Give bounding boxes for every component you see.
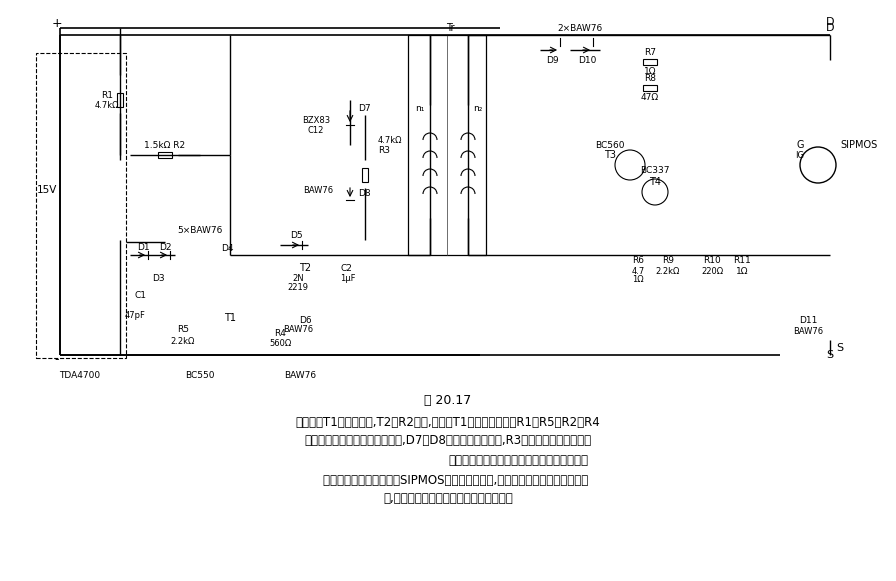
Text: C1: C1 xyxy=(134,290,146,299)
Text: 2×BAW76: 2×BAW76 xyxy=(557,23,603,33)
Text: BAW76: BAW76 xyxy=(793,328,823,336)
Text: S: S xyxy=(837,343,843,353)
Text: T1: T1 xyxy=(224,313,236,323)
Text: 该电路的特点是适于多个SIPMOS晶体管同时控制,此时变压器次级绕组可以有多: 该电路的特点是适于多个SIPMOS晶体管同时控制,此时变压器次级绕组可以有多 xyxy=(308,474,588,486)
Text: BC337: BC337 xyxy=(641,166,669,174)
Bar xyxy=(117,93,123,107)
Text: 1Ω: 1Ω xyxy=(633,274,644,284)
Text: R11: R11 xyxy=(733,256,751,264)
Text: R9: R9 xyxy=(662,256,674,264)
Text: TDA4700: TDA4700 xyxy=(59,371,100,379)
Text: D: D xyxy=(826,17,834,27)
Text: 560Ω: 560Ω xyxy=(269,339,291,347)
Text: 1μF: 1μF xyxy=(340,274,356,282)
Text: D11: D11 xyxy=(799,315,817,325)
Bar xyxy=(643,59,657,65)
Text: D8: D8 xyxy=(358,188,371,198)
Text: C12: C12 xyxy=(308,125,324,134)
Text: D4: D4 xyxy=(220,243,233,253)
Text: IG: IG xyxy=(796,150,805,160)
Text: C2: C2 xyxy=(340,264,352,272)
Text: BC550: BC550 xyxy=(185,371,215,379)
Text: n₁: n₁ xyxy=(416,103,425,113)
Text: 2.2kΩ: 2.2kΩ xyxy=(656,267,680,275)
Text: 2.2kΩ: 2.2kΩ xyxy=(171,336,195,346)
Text: 4.7kΩ: 4.7kΩ xyxy=(95,101,119,109)
Text: D1: D1 xyxy=(137,242,150,252)
Text: R4: R4 xyxy=(274,328,286,338)
Text: R10: R10 xyxy=(703,256,721,264)
Text: 1Ω: 1Ω xyxy=(736,267,748,275)
Text: R7: R7 xyxy=(644,48,656,56)
Text: R3: R3 xyxy=(378,145,390,155)
Text: BAW76: BAW76 xyxy=(283,325,313,335)
Bar xyxy=(408,35,486,255)
Text: 图 20.17: 图 20.17 xyxy=(425,393,471,407)
Text: BAW76: BAW76 xyxy=(284,371,316,379)
Text: BAW76: BAW76 xyxy=(303,185,333,195)
Text: G: G xyxy=(797,140,804,150)
Text: 1Ω: 1Ω xyxy=(643,66,656,76)
Text: 2219: 2219 xyxy=(288,282,308,292)
Text: T2: T2 xyxy=(299,263,311,273)
Text: D7: D7 xyxy=(358,103,371,113)
Text: 220Ω: 220Ω xyxy=(701,267,723,275)
Text: 4.7: 4.7 xyxy=(632,267,644,275)
Text: D10: D10 xyxy=(578,56,596,64)
Text: 4.7kΩ: 4.7kΩ xyxy=(378,135,402,145)
Text: 个,每个次级绕组都要有自己的放电回路。: 个,每个次级绕组都要有自己的放电回路。 xyxy=(383,493,513,505)
Bar xyxy=(362,168,368,182)
Text: 荡。变压器次级部分元件的功能与初级类似。: 荡。变压器次级部分元件的功能与初级类似。 xyxy=(448,454,588,467)
Text: 15V: 15V xyxy=(37,185,57,195)
Text: 5×BAW76: 5×BAW76 xyxy=(177,225,223,235)
Text: SIPMOS: SIPMOS xyxy=(840,140,877,150)
Text: D5: D5 xyxy=(289,231,302,239)
Text: T3: T3 xyxy=(604,150,616,160)
Text: 1.5kΩ R2: 1.5kΩ R2 xyxy=(144,141,185,149)
Text: R5: R5 xyxy=(177,325,189,335)
Text: R1: R1 xyxy=(101,91,113,99)
Text: -: - xyxy=(55,353,59,367)
Text: 用于防止电源电压升高时误导通,D7、D8用于使变压器去磁,R3用于衰减可能产生的振: 用于防止电源电压升高时误导通,D7、D8用于使变压器去磁,R3用于衰减可能产生的… xyxy=(305,435,591,447)
Text: +: + xyxy=(52,16,63,30)
Text: D: D xyxy=(826,23,834,33)
Text: R6: R6 xyxy=(632,256,644,264)
Text: R8: R8 xyxy=(644,74,656,83)
Bar xyxy=(36,53,126,358)
Text: S: S xyxy=(826,350,833,360)
Bar xyxy=(158,152,172,158)
Text: 47Ω: 47Ω xyxy=(641,92,659,102)
Text: D6: D6 xyxy=(298,315,311,325)
Text: Tr: Tr xyxy=(445,23,454,33)
Text: 47pF: 47pF xyxy=(125,310,145,320)
Text: BZX83: BZX83 xyxy=(302,116,330,124)
Text: 该电路中T1用作反相级,T2由R2控制,并可由T1使之快速截止。R1、R5、R2和R4: 该电路中T1用作反相级,T2由R2控制,并可由T1使之快速截止。R1、R5、R2… xyxy=(296,415,600,429)
Bar xyxy=(643,85,657,91)
Text: D9: D9 xyxy=(546,56,558,64)
Text: BC560: BC560 xyxy=(595,141,625,149)
Text: T4: T4 xyxy=(649,177,661,187)
Text: D3: D3 xyxy=(151,274,164,282)
Text: 2N: 2N xyxy=(292,274,304,282)
Text: D2: D2 xyxy=(159,242,171,252)
Text: n₂: n₂ xyxy=(473,103,483,113)
